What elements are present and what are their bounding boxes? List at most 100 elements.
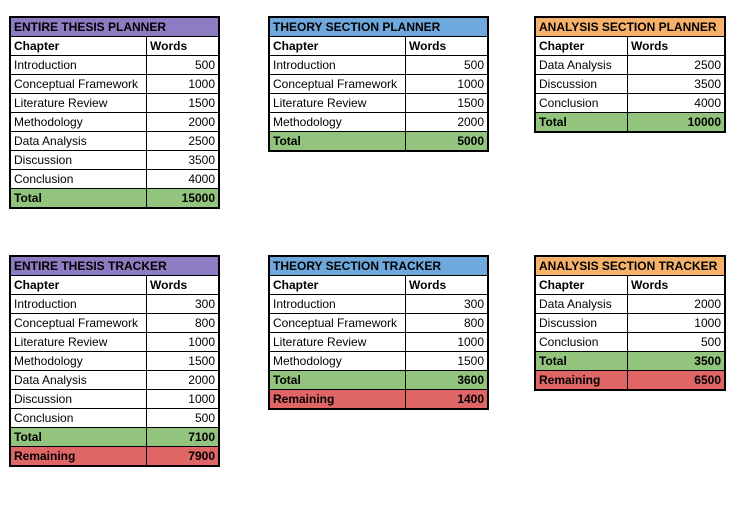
chapter-cell: Introduction: [10, 55, 147, 75]
total-row: Total 3600: [269, 370, 489, 390]
chapter-cell: Introduction: [10, 294, 147, 314]
total-label: Total: [10, 427, 147, 447]
table-row: Introduction 500: [269, 55, 489, 75]
table-row: Introduction 300: [269, 294, 489, 314]
table-row: Data Analysis 2000: [535, 294, 725, 314]
table-row: Conceptual Framework 1000: [269, 74, 489, 94]
table-row: Conclusion 4000: [535, 93, 725, 113]
table-row: Methodology 2000: [10, 112, 220, 132]
words-cell: 2500: [627, 55, 725, 75]
words-cell: 4000: [145, 169, 220, 189]
chapter-cell: Data Analysis: [10, 131, 147, 151]
chapter-cell: Literature Review: [269, 93, 406, 113]
analysis-section-tracker-table: ANALYSIS SECTION TRACKER Chapter Words Da…: [534, 255, 726, 391]
table-row: Methodology 1500: [269, 351, 489, 371]
chapter-header: Chapter: [10, 36, 147, 56]
chapter-cell: Discussion: [535, 74, 628, 94]
table-row: Discussion 1000: [535, 313, 725, 333]
words-cell: 3500: [145, 150, 220, 170]
words-cell: 2500: [145, 131, 220, 151]
total-row: Total 5000: [269, 131, 489, 151]
chapter-header: Chapter: [535, 275, 628, 295]
table-row: Literature Review 1000: [10, 332, 219, 352]
table-row: Conclusion 500: [535, 332, 725, 352]
chapter-cell: Discussion: [10, 150, 147, 170]
total-value: 10000: [627, 112, 725, 132]
words-header: Words: [146, 275, 219, 295]
table-row: Data Analysis 2500: [535, 55, 725, 75]
chapter-cell: Literature Review: [269, 332, 406, 352]
words-cell: 1000: [146, 389, 219, 409]
remaining-label: Remaining: [535, 370, 628, 390]
table-row: Conclusion 500: [10, 408, 219, 428]
entire-thesis-planner-table: ENTIRE THESIS PLANNER Chapter Words Intro…: [8, 16, 221, 209]
table-row: Conceptual Framework 800: [10, 313, 219, 333]
words-header: Words: [404, 275, 489, 295]
chapter-cell: Literature Review: [10, 93, 147, 113]
table-title: ENTIRE THESIS TRACKER: [10, 256, 219, 276]
total-value: 15000: [145, 188, 220, 208]
table-row: Introduction 500: [10, 55, 220, 75]
chapter-cell: Methodology: [10, 351, 147, 371]
chapter-header: Chapter: [269, 275, 406, 295]
remaining-row: Remaining 6500: [535, 370, 725, 390]
remaining-label: Remaining: [269, 389, 406, 409]
words-cell: 2000: [627, 294, 725, 314]
chapter-cell: Literature Review: [10, 332, 147, 352]
remaining-value: 7900: [146, 446, 219, 466]
chapter-cell: Conceptual Framework: [10, 313, 147, 333]
total-label: Total: [535, 351, 628, 371]
entire-thesis-tracker-table: ENTIRE THESIS TRACKER Chapter Words Intro…: [9, 255, 220, 467]
total-value: 3600: [404, 370, 489, 390]
chapter-cell: Discussion: [10, 389, 147, 409]
words-cell: 300: [404, 294, 489, 314]
words-cell: 300: [146, 294, 219, 314]
words-cell: 1000: [404, 332, 489, 352]
words-cell: 4000: [627, 93, 725, 113]
words-header: Words: [627, 275, 725, 295]
chapter-cell: Data Analysis: [535, 55, 628, 75]
total-label: Total: [269, 370, 406, 390]
words-cell: 1000: [146, 332, 219, 352]
theory-section-tracker-table: THEORY SECTION TRACKER Chapter Words Intr…: [267, 255, 490, 410]
words-cell: 1500: [404, 351, 489, 371]
chapter-cell: Methodology: [269, 351, 406, 371]
table-row: Conclusion 4000: [10, 169, 220, 189]
theory-section-planner-table: THEORY SECTION PLANNER Chapter Words Intr…: [267, 16, 490, 152]
chapter-cell: Conclusion: [535, 332, 628, 352]
remaining-value: 6500: [627, 370, 725, 390]
chapter-cell: Conclusion: [10, 408, 147, 428]
remaining-row: Remaining 1400: [269, 389, 489, 409]
table-row: Methodology 2000: [269, 112, 489, 132]
words-cell: 2000: [146, 370, 219, 390]
total-row: Total 15000: [10, 188, 220, 208]
total-value: 5000: [404, 131, 489, 151]
words-cell: 800: [404, 313, 489, 333]
chapter-cell: Conceptual Framework: [269, 313, 406, 333]
words-header: Words: [404, 36, 489, 56]
table-title: ANALYSIS SECTION PLANNER: [535, 17, 725, 37]
chapter-cell: Conceptual Framework: [269, 74, 406, 94]
table-row: Conceptual Framework 800: [269, 313, 489, 333]
words-cell: 500: [146, 408, 219, 428]
table-row: Literature Review 1500: [10, 93, 220, 113]
total-row: Total 7100: [10, 427, 219, 447]
total-value: 7100: [146, 427, 219, 447]
table-title: ENTIRE THESIS PLANNER: [9, 17, 220, 37]
chapter-cell: Conclusion: [10, 169, 147, 189]
chapter-header: Chapter: [10, 275, 147, 295]
remaining-value: 1400: [404, 389, 489, 409]
table-row: Discussion 1000: [10, 389, 219, 409]
chapter-cell: Conceptual Framework: [10, 74, 147, 94]
chapter-header: Chapter: [269, 36, 406, 56]
analysis-section-planner-table: ANALYSIS SECTION PLANNER Chapter Words Da…: [534, 16, 726, 133]
table-title: THEORY SECTION TRACKER: [268, 256, 489, 276]
remaining-row: Remaining 7900: [10, 446, 219, 466]
total-label: Total: [10, 188, 147, 208]
chapter-cell: Data Analysis: [535, 294, 628, 314]
table-row: Data Analysis 2000: [10, 370, 219, 390]
chapter-cell: Data Analysis: [10, 370, 147, 390]
chapter-cell: Introduction: [269, 55, 406, 75]
words-header: Words: [145, 36, 220, 56]
remaining-label: Remaining: [10, 446, 147, 466]
